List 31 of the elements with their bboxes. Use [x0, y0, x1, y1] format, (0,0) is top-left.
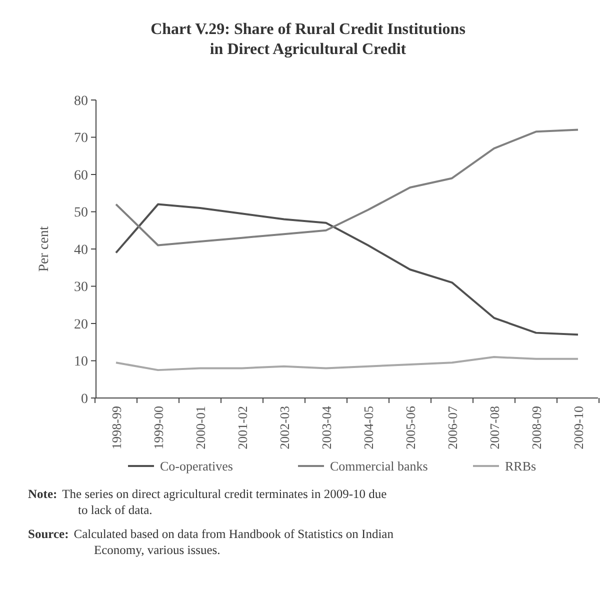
x-tick-label: 1998-99: [109, 406, 124, 450]
x-tick-label: 2009-10: [571, 406, 586, 450]
y-tick-label: 10: [74, 354, 88, 370]
x-tick-label: 1999-00: [151, 406, 166, 450]
x-tick-label: 2002-03: [277, 406, 292, 450]
y-tick-label: 50: [74, 206, 88, 221]
x-tick-label: 2007-08: [487, 406, 502, 450]
y-tick-label: 20: [74, 317, 88, 332]
source-note: Source: Calculated based on data from Handbook of Statistics on Indian Economy, various issues.: [28, 527, 394, 557]
x-tick-label: 2001-02: [235, 406, 250, 450]
x-tick-label: 2008-09: [529, 406, 544, 450]
y-tick-label: 60: [74, 168, 88, 184]
y-tick-label: 0: [81, 392, 88, 407]
x-tick-label: 2005-06: [403, 406, 418, 450]
y-tick-label: 70: [74, 131, 88, 146]
line-series: [115, 203, 579, 336]
x-tick-label: 2000-01: [193, 406, 208, 450]
x-tick-label: 2003-04: [319, 406, 334, 450]
y-tick-label: 40: [74, 242, 88, 258]
text: Note: The series on direct agricultural credit terminates in 2009-10 due to lack of data.: [28, 487, 388, 517]
line-series: [115, 356, 579, 372]
y-tick-label: 30: [74, 280, 88, 296]
legend-label: Commercial banks: [330, 458, 428, 474]
x-tick-label: 2006-07: [445, 406, 460, 450]
x-tick-label: 2004-05: [361, 406, 376, 450]
line-series: [115, 128, 579, 246]
legend-label: RRBs: [505, 458, 536, 474]
y-tick-label: 80: [74, 94, 88, 109]
chart-title: Chart V.29: Share of Rural Credit Institutions in Direct Agricultural Credit: [150, 21, 466, 58]
y-axis-title: Per cent: [37, 226, 52, 272]
legend-label: Co-operatives: [160, 458, 233, 474]
